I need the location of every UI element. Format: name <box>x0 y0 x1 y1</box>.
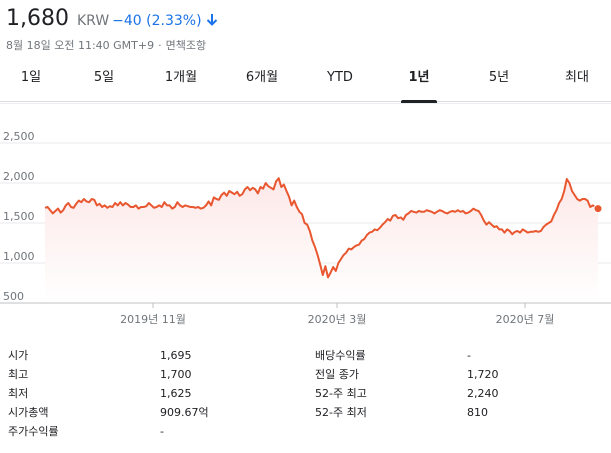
stat-row-52wk-high: 52-주 최고 2,240 <box>315 384 605 403</box>
tab-1-month[interactable]: 1개월 <box>164 70 198 85</box>
stat-row-pe-ratio: 주가수익률 - <box>8 422 298 441</box>
disclaimer-link[interactable]: 면책조항 <box>165 39 207 52</box>
y-tick-label: 1,500 <box>3 210 35 223</box>
stat-value: 2,240 <box>467 387 499 400</box>
stat-row-open: 시가 1,695 <box>8 346 298 365</box>
stat-value: - <box>160 425 164 438</box>
stat-row-low: 최저 1,625 <box>8 384 298 403</box>
stat-row-52wk-low: 52-주 최저 810 <box>315 403 605 422</box>
y-tick-label: 1,000 <box>3 250 35 263</box>
x-tick-label: 2019년 11월 <box>120 313 186 326</box>
price-change: −40 (2.33%) <box>112 13 202 29</box>
y-tick-label: 2,000 <box>3 170 35 183</box>
stat-label: 전일 종가 <box>315 368 359 381</box>
last-price-point <box>593 204 603 214</box>
stat-label: 최저 <box>8 387 29 400</box>
price-area-fill <box>45 178 598 303</box>
separator: · <box>158 39 162 52</box>
tab-max[interactable]: 최대 <box>565 70 589 85</box>
tab-1-day[interactable]: 1일 <box>20 70 42 85</box>
tab-ytd[interactable]: YTD <box>327 70 353 85</box>
chart-area <box>44 177 603 303</box>
stat-label: 시가총액 <box>8 406 49 419</box>
chart-axes: 2,500 2,000 1,500 1,000 500 2019년 11월 2020년 3월… <box>0 130 611 326</box>
stat-row-prev-close: 전일 종가 1,720 <box>315 365 605 384</box>
currency-code: KRW <box>76 13 110 29</box>
stat-value: 1,625 <box>160 387 192 400</box>
stat-label: 시가 <box>8 349 29 362</box>
time-range-tabs: 1일 5일 1개월 6개월 YTD 1년 5년 최대 <box>0 58 611 103</box>
stat-row-dividend-yield: 배당수익률 - <box>315 346 605 365</box>
tab-5-days[interactable]: 5일 <box>93 70 115 85</box>
quote-header: 1,680 KRW −40 (2.33%) <box>6 6 218 32</box>
stat-value: - <box>467 349 471 362</box>
tab-5-years[interactable]: 5년 <box>488 70 510 85</box>
x-tick-label: 2020년 7월 <box>496 313 555 326</box>
tab-1-year[interactable]: 1년 <box>381 58 457 103</box>
stat-value: 1,700 <box>160 368 192 381</box>
price-chart[interactable]: 2,500 2,000 1,500 1,000 500 2019년 11월 2020년 3월… <box>0 103 611 333</box>
current-price: 1,680 <box>6 6 69 31</box>
stat-value: 1,695 <box>160 349 192 362</box>
stat-value: 909.67억 <box>160 406 209 419</box>
stat-row-market-cap: 시가총액 909.67억 <box>8 403 298 422</box>
stat-label: 최고 <box>8 368 29 381</box>
stat-value: 1,720 <box>467 368 499 381</box>
y-tick-label: 500 <box>3 290 24 303</box>
quote-timestamp-line: 8월 18일 오전 11:40 GMT+9 · 면책조항 <box>6 37 206 53</box>
arrow-down-icon <box>206 12 218 26</box>
stat-label: 배당수익률 <box>315 349 366 362</box>
stat-value: 810 <box>467 406 488 419</box>
y-tick-label: 2,500 <box>3 130 35 143</box>
stat-label: 주가수익률 <box>8 425 59 438</box>
stat-row-high: 최고 1,700 <box>8 365 298 384</box>
stat-label: 52-주 최저 <box>315 406 367 419</box>
x-tick-label: 2020년 3월 <box>308 313 367 326</box>
stat-label: 52-주 최고 <box>315 387 367 400</box>
price-line <box>44 177 599 279</box>
tab-6-months[interactable]: 6개월 <box>245 70 279 85</box>
quote-timestamp: 8월 18일 오전 11:40 GMT+9 <box>6 39 155 52</box>
